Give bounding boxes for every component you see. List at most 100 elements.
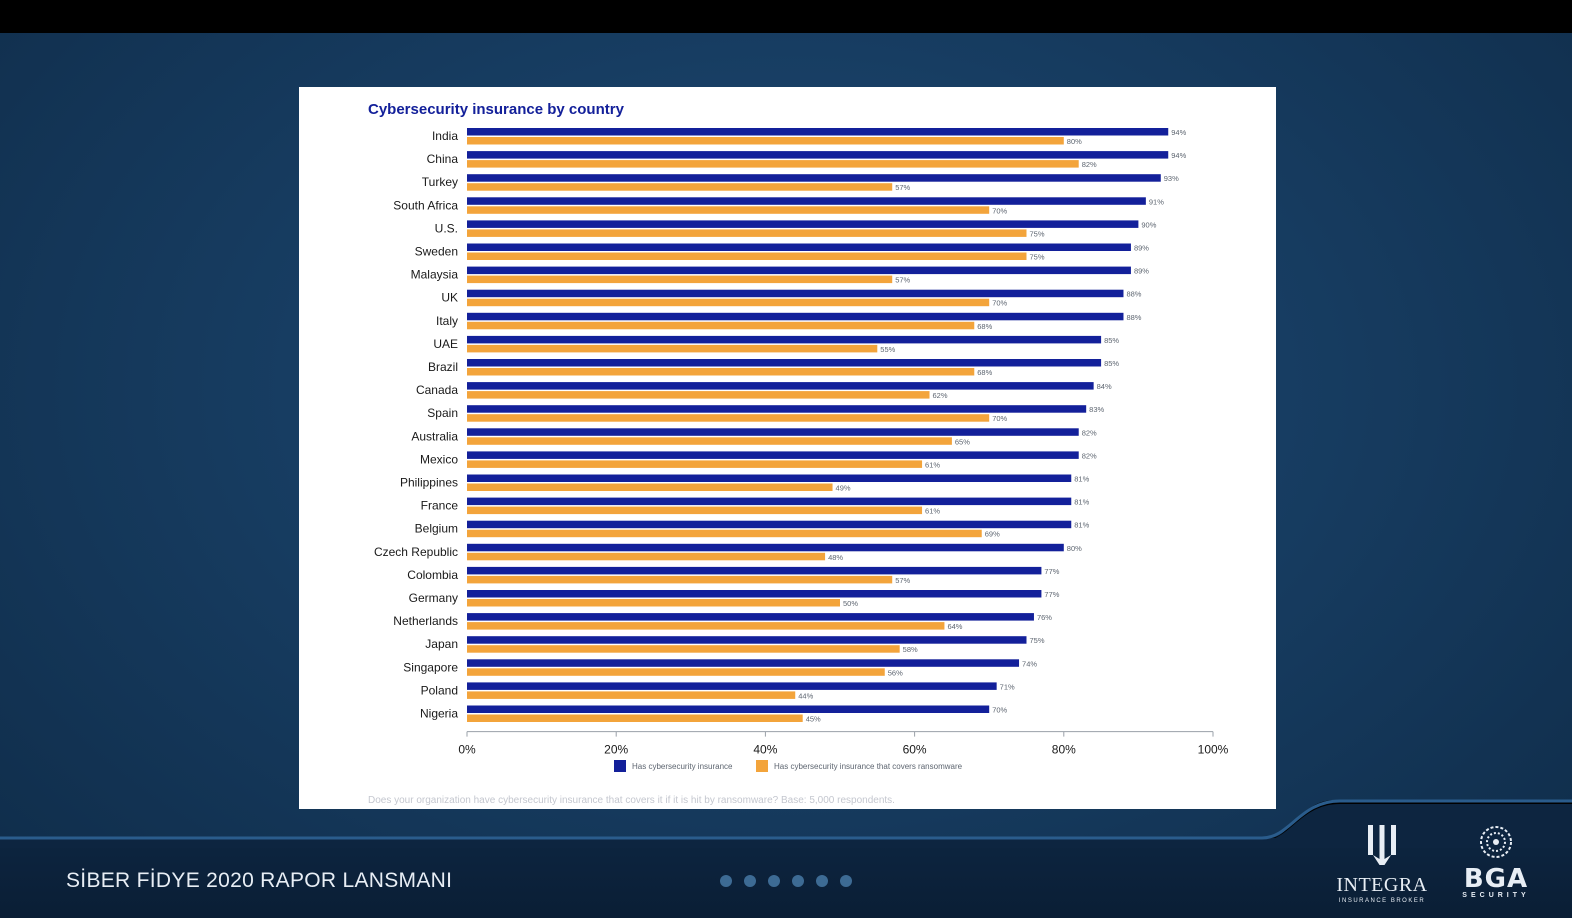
bar xyxy=(467,344,878,353)
data-label: 89% xyxy=(1134,267,1149,276)
category-label: Mexico xyxy=(420,452,458,466)
bar xyxy=(467,682,997,690)
category-label: France xyxy=(421,499,459,513)
legend-swatch-insurance xyxy=(614,760,626,772)
bar xyxy=(467,220,1139,228)
x-tick-label: 80% xyxy=(1052,743,1076,757)
bar xyxy=(467,414,990,422)
chart-card: Cybersecurity insurance by country India… xyxy=(299,87,1276,809)
data-label: 88% xyxy=(1126,313,1141,322)
data-label: 57% xyxy=(895,276,910,285)
data-label: 70% xyxy=(992,299,1007,308)
category-label: U.S. xyxy=(435,221,458,235)
page-dot[interactable] xyxy=(768,875,780,887)
bar xyxy=(467,206,990,214)
data-label: 61% xyxy=(925,460,940,469)
bar xyxy=(467,266,1131,275)
x-tick-label: 0% xyxy=(458,743,476,757)
integra-name: INTEGRA xyxy=(1336,874,1428,896)
bga-logo: BGA SECURITY xyxy=(1454,823,1538,903)
data-label: 49% xyxy=(836,484,851,493)
footer-accent-line xyxy=(0,799,1572,848)
data-label: 77% xyxy=(1044,567,1059,576)
bar xyxy=(467,335,1102,344)
data-label: 68% xyxy=(977,322,992,331)
category-label: Brazil xyxy=(428,360,458,374)
bar xyxy=(467,506,923,515)
bar xyxy=(467,659,1020,667)
data-label: 55% xyxy=(880,345,895,354)
bar xyxy=(467,359,1102,367)
category-label: Malaysia xyxy=(411,268,459,282)
data-label: 84% xyxy=(1097,382,1112,391)
slide-background: Cybersecurity insurance by country India… xyxy=(0,33,1572,918)
bar xyxy=(467,428,1079,436)
category-label: Singapore xyxy=(403,660,458,674)
bar xyxy=(467,474,1072,482)
data-label: 62% xyxy=(933,391,948,400)
bar-chart: India 94% 80% China 94% 82% Turkey 93% 57% South … xyxy=(374,128,1229,757)
category-label: South Africa xyxy=(393,198,458,212)
bar xyxy=(467,451,1079,459)
slide-pagination[interactable] xyxy=(720,875,852,887)
bar xyxy=(467,520,1072,529)
data-label: 68% xyxy=(977,368,992,377)
bar xyxy=(467,197,1146,205)
bar xyxy=(467,622,945,630)
bar xyxy=(467,437,952,445)
data-label: 70% xyxy=(992,206,1007,215)
data-label: 70% xyxy=(992,706,1007,715)
data-label: 80% xyxy=(1067,544,1082,553)
category-label: China xyxy=(427,152,459,166)
bar xyxy=(467,636,1027,644)
data-label: 45% xyxy=(806,715,821,724)
page-dot[interactable] xyxy=(816,875,828,887)
data-label: 85% xyxy=(1104,359,1119,368)
data-label: 93% xyxy=(1164,174,1179,183)
data-label: 81% xyxy=(1074,521,1089,530)
data-label: 74% xyxy=(1022,659,1037,668)
data-label: 82% xyxy=(1082,428,1097,437)
data-label: 77% xyxy=(1044,590,1059,599)
legend-label-ransomware: Has cybersecurity insurance that covers … xyxy=(774,761,963,771)
presentation-title: SİBER FİDYE 2020 RAPOR LANSMANI xyxy=(66,869,453,892)
data-label: 90% xyxy=(1141,220,1156,229)
bar xyxy=(467,183,893,191)
category-label: Poland xyxy=(421,683,458,697)
bar xyxy=(467,298,990,307)
integra-logo: INTEGRA INSURANCE BROKER xyxy=(1336,823,1428,904)
data-label: 81% xyxy=(1074,498,1089,507)
data-label: 57% xyxy=(895,576,910,585)
data-label: 44% xyxy=(798,691,813,700)
bar xyxy=(467,382,1094,390)
data-label: 88% xyxy=(1126,290,1141,299)
page-dot[interactable] xyxy=(720,875,732,887)
bar xyxy=(467,529,982,538)
bar xyxy=(467,160,1079,168)
bar xyxy=(467,128,1169,136)
data-label: 58% xyxy=(903,645,918,654)
data-label: 56% xyxy=(888,668,903,677)
bar xyxy=(467,368,975,376)
data-label: 57% xyxy=(895,183,910,192)
category-label: UAE xyxy=(433,337,458,351)
bar xyxy=(467,289,1124,298)
page-dot[interactable] xyxy=(792,875,804,887)
bar xyxy=(467,321,975,330)
data-label: 94% xyxy=(1171,128,1186,137)
bar xyxy=(467,312,1124,321)
x-tick-label: 60% xyxy=(903,743,927,757)
data-label: 83% xyxy=(1089,405,1104,414)
category-label: Japan xyxy=(425,637,458,651)
chart-title: Cybersecurity insurance by country xyxy=(368,101,624,118)
bar xyxy=(467,229,1027,237)
integra-mark-icon xyxy=(1368,825,1396,865)
category-label: Canada xyxy=(416,383,458,397)
page-dot[interactable] xyxy=(744,875,756,887)
page-dot[interactable] xyxy=(840,875,852,887)
legend-item-ransomware: Has cybersecurity insurance that covers … xyxy=(756,760,962,772)
data-label: 69% xyxy=(985,530,1000,539)
data-label: 91% xyxy=(1149,197,1164,206)
data-label: 82% xyxy=(1082,451,1097,460)
category-label: India xyxy=(432,129,458,143)
